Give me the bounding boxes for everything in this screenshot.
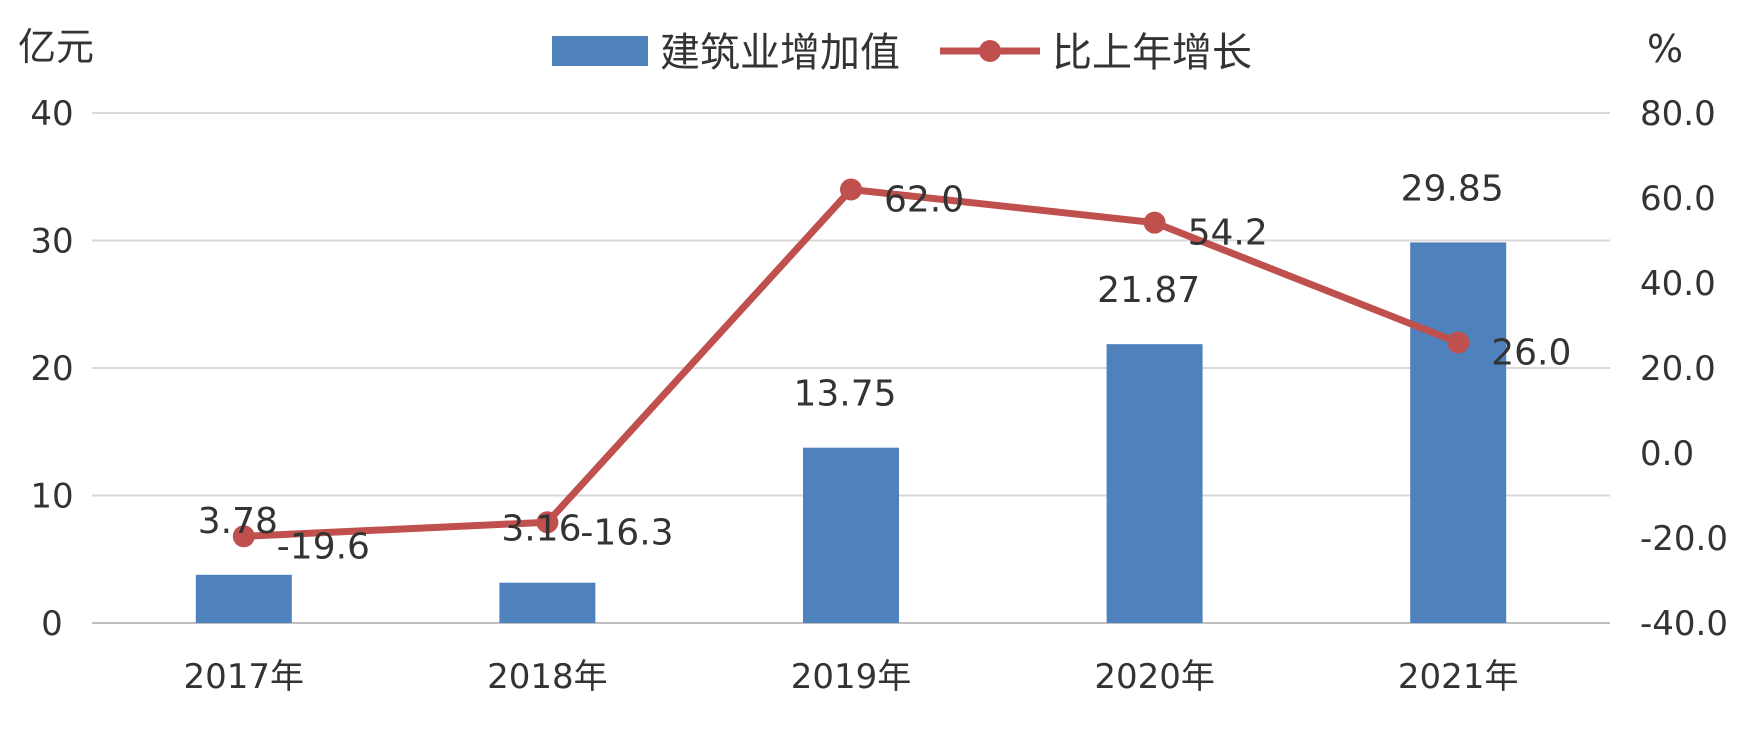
bar-series: [195, 242, 1507, 623]
line-marker: [232, 525, 255, 548]
left-tick-label: 10: [30, 477, 73, 517]
line-data-label: 54.2: [1188, 213, 1268, 254]
category-label: 2021年: [1398, 657, 1519, 697]
bar: [1106, 344, 1203, 623]
right-tick-label: -40.0: [1640, 604, 1728, 644]
category-label: 2020年: [1094, 657, 1215, 697]
line-data-label: -19.6: [277, 526, 370, 567]
line-marker: [1143, 211, 1166, 234]
gridlines: [92, 112, 1610, 624]
category-label: 2017年: [184, 657, 305, 697]
line-series: [232, 178, 1470, 548]
category-label: 2018年: [487, 657, 608, 697]
legend-label-line: 比上年增长: [1052, 30, 1252, 76]
data-labels: 3.78 3.16 13.75 21.87 29.85 -19.6 -16.3 62.0 54.…: [198, 168, 1572, 567]
right-tick-label: 0.0: [1640, 434, 1694, 474]
right-tick-label: 80.0: [1640, 94, 1716, 134]
line-data-label: -16.3: [580, 512, 673, 553]
left-axis-unit: 亿元: [18, 25, 94, 69]
left-tick-label: 0: [41, 604, 63, 644]
legend: 建筑业增加值 比上年增长: [552, 30, 1252, 76]
right-tick-label: 60.0: [1640, 179, 1716, 219]
bar-data-label: 13.75: [793, 374, 896, 415]
axes: 0 10 20 30 40 -40.0 -20.0 0.0 20.0 40.0 60.0 80.0 20…: [30, 94, 1728, 697]
left-tick-label: 20: [30, 349, 73, 389]
category-label: 2019年: [791, 657, 912, 697]
bar-data-label: 29.85: [1401, 168, 1504, 209]
line-marker: [536, 511, 559, 534]
bar: [195, 574, 292, 623]
bar: [803, 447, 899, 623]
legend-swatch-bar: [552, 36, 648, 66]
legend-swatch-marker: [979, 40, 1001, 62]
right-tick-label: 20.0: [1640, 349, 1716, 389]
left-tick-label: 30: [30, 222, 73, 262]
bar-data-label: 3.16: [501, 509, 581, 550]
line-marker: [1447, 331, 1470, 354]
right-axis-unit: %: [1647, 27, 1683, 71]
line-data-label: 62.0: [884, 180, 964, 221]
right-tick-label: -20.0: [1640, 519, 1728, 559]
left-tick-label: 40: [30, 94, 73, 134]
line-marker: [840, 178, 862, 201]
line-data-label: 26.0: [1491, 333, 1571, 374]
legend-label-bar: 建筑业增加值: [660, 30, 900, 76]
bar: [499, 582, 596, 623]
bar-data-label: 3.78: [198, 501, 278, 542]
bar-data-label: 21.87: [1097, 270, 1200, 311]
right-tick-label: 40.0: [1640, 264, 1716, 304]
bar: [1410, 242, 1507, 623]
